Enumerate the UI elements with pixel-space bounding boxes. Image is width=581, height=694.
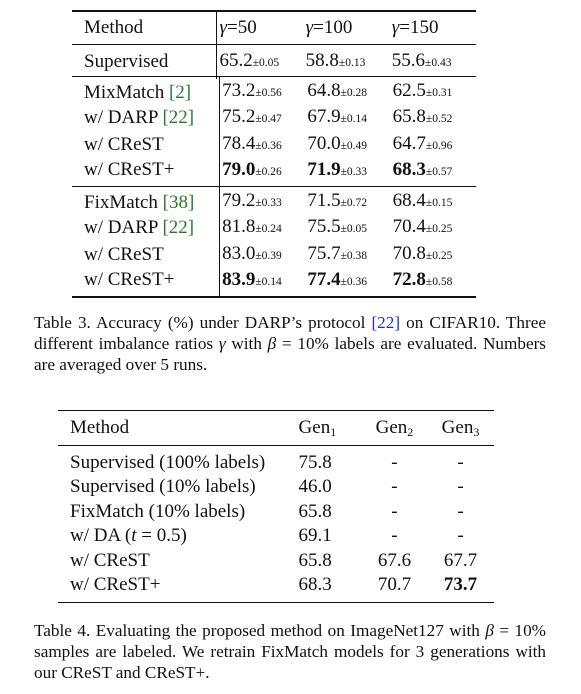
citation-link[interactable]: [38] (162, 192, 195, 213)
header-gen-3: Gen3 (427, 410, 494, 446)
value-cell: 46.0 (298, 476, 332, 497)
table-3: Method γ=50 γ=100 γ=150 Supervised 65.2±… (72, 10, 476, 79)
table-row: w/ CReST+ 68.3 70.7 73.7 (58, 573, 494, 603)
table-row: w/ CReST 78.4±0.36 70.0±0.49 64.7±0.96 (72, 131, 476, 158)
table-row: Supervised (100% labels) 75.8- - (58, 445, 494, 475)
value-cell: 70.8±0.25 (392, 242, 453, 264)
value-cell: 64.7±0.96 (392, 132, 453, 154)
value-cell: 67.6 (377, 549, 412, 571)
method-cell: Supervised (72, 44, 218, 79)
header-method: Method (72, 10, 218, 45)
value-cell: 58.8±0.13 (303, 44, 390, 79)
value-cell: 67.7 (443, 549, 478, 571)
value-cell: 70.7 (361, 573, 428, 603)
method-cell: FixMatch [38] (72, 186, 221, 215)
table-row: w/ DARP [22] 81.8±0.24 75.5±0.05 70.4±0.25 (72, 215, 476, 242)
value-cell: 64.8±0.28 (305, 76, 391, 105)
value-cell: 83.0±0.39 (222, 242, 282, 264)
table-4-caption: Table 4. Evaluating the proposed method … (34, 621, 547, 682)
method-cell: w/ CReST+ (58, 573, 299, 603)
citation-link[interactable]: [22] (162, 107, 195, 128)
value-cell: 70.0±0.49 (307, 132, 368, 154)
value-cell: 71.9±0.33 (307, 159, 368, 180)
value-cell: - (391, 476, 398, 497)
value-cell: 68.3±0.57 (392, 159, 453, 180)
header-gen-2: Gen2 (361, 410, 428, 446)
value-cell: 73.2±0.56 (219, 76, 306, 105)
table-row: MixMatch [2] 73.2±0.56 64.8±0.28 62.5±0.31 (72, 76, 476, 105)
value-cell: 65.8 (298, 549, 332, 571)
table-header-row: Method γ=50 γ=100 γ=150 (72, 10, 476, 45)
value-cell: 75.5±0.05 (307, 216, 368, 237)
method-cell: Supervised (100% labels) (58, 445, 299, 475)
value-cell: 72.8±0.58 (390, 268, 476, 298)
table-row: w/ CReST 83.0±0.39 75.7±0.38 70.8±0.25 (72, 241, 476, 268)
value-cell: - (457, 525, 464, 546)
value-cell: 79.0±0.26 (222, 159, 282, 180)
value-cell: 55.6±0.43 (389, 44, 476, 79)
value-cell: 67.9±0.14 (307, 106, 368, 127)
value-cell: - (457, 476, 464, 497)
table-4: Method Gen1 Gen2 Gen3 Supervised (100% l… (58, 410, 494, 603)
value-cell: - (391, 525, 398, 546)
method-cell: MixMatch [2] (72, 76, 221, 105)
value-cell: - (457, 500, 464, 522)
value-cell: 65.2±0.05 (216, 44, 304, 79)
value-cell: 75.8 (298, 445, 362, 475)
value-cell: - (361, 445, 428, 475)
value-cell: 77.4±0.36 (305, 268, 391, 298)
value-cell: 83.9±0.14 (219, 268, 306, 298)
method-cell: Supervised (10% labels) (70, 476, 256, 497)
method-cell: w/ CReST+ (72, 158, 221, 187)
citation-link[interactable]: [22] (162, 217, 195, 238)
header-gamma-50: γ=50 (216, 10, 304, 45)
method-cell: w/ DARP [22] (72, 215, 221, 242)
value-cell: 75.2±0.47 (222, 106, 282, 127)
header-method: Method (58, 410, 299, 446)
method-cell: w/ CReST (70, 549, 150, 571)
citation-link[interactable]: [22] (371, 313, 401, 332)
table-row: w/ CReST+ 79.0±0.26 71.9±0.33 68.3±0.57 (72, 158, 476, 187)
table-row: FixMatch [38] 79.2±0.33 71.5±0.72 68.4±0.15 (72, 186, 476, 215)
header-gamma-100: γ=100 (303, 10, 390, 45)
value-cell: 81.8±0.24 (222, 216, 282, 237)
table-row-supervised: Supervised 65.2±0.05 58.8±0.13 55.6±0.43 (72, 44, 476, 79)
table-row: w/ CReST+ 83.9±0.14 77.4±0.36 72.8±0.58 (72, 268, 476, 298)
method-cell: w/ DARP [22] (72, 105, 221, 132)
method-cell: w/ CReST (72, 131, 221, 158)
table-row: w/ CReST 65.8 67.6 67.7 (58, 549, 494, 574)
value-cell: 70.4±0.25 (392, 216, 453, 237)
method-cell: w/ DA (t = 0.5) (70, 525, 187, 546)
method-cell: w/ CReST+ (72, 268, 221, 298)
table-3-caption: Table 3. Accuracy (%) under DARP’s proto… (34, 313, 546, 374)
value-cell: 68.3 (298, 573, 362, 603)
header-gamma-150: γ=150 (389, 10, 476, 45)
value-cell: 69.1 (298, 525, 332, 546)
value-cell: 65.8 (298, 500, 332, 522)
value-cell: 78.4±0.36 (222, 132, 282, 154)
value-cell: 73.7 (427, 573, 494, 603)
value-cell: - (427, 445, 494, 475)
value-cell: 75.7±0.38 (307, 242, 368, 264)
value-cell: 62.5±0.31 (390, 76, 476, 105)
value-cell: 79.2±0.33 (219, 186, 306, 215)
table-3-groups: MixMatch [2] 73.2±0.56 64.8±0.28 62.5±0.31 w… (72, 76, 476, 298)
method-cell: FixMatch (10% labels) (70, 500, 246, 522)
value-cell: 71.5±0.72 (305, 186, 391, 215)
table-row: w/ DARP [22] 75.2±0.47 67.9±0.14 65.8±0.52 (72, 105, 476, 132)
value-cell: 68.4±0.15 (390, 186, 476, 215)
method-cell: w/ CReST (72, 241, 221, 268)
value-cell: - (391, 500, 398, 522)
table-row: Supervised (10% labels) 46.0 - - (58, 475, 494, 500)
citation-link[interactable]: [2] (168, 82, 192, 103)
value-cell: 65.8±0.52 (392, 106, 453, 127)
table-header-row: Method Gen1 Gen2 Gen3 (58, 410, 494, 446)
table-row: FixMatch (10% labels) 65.8 - - (58, 500, 494, 525)
header-gen-1: Gen1 (298, 410, 362, 446)
table-row: w/ DA (t = 0.5) 69.1 - - (58, 524, 494, 549)
